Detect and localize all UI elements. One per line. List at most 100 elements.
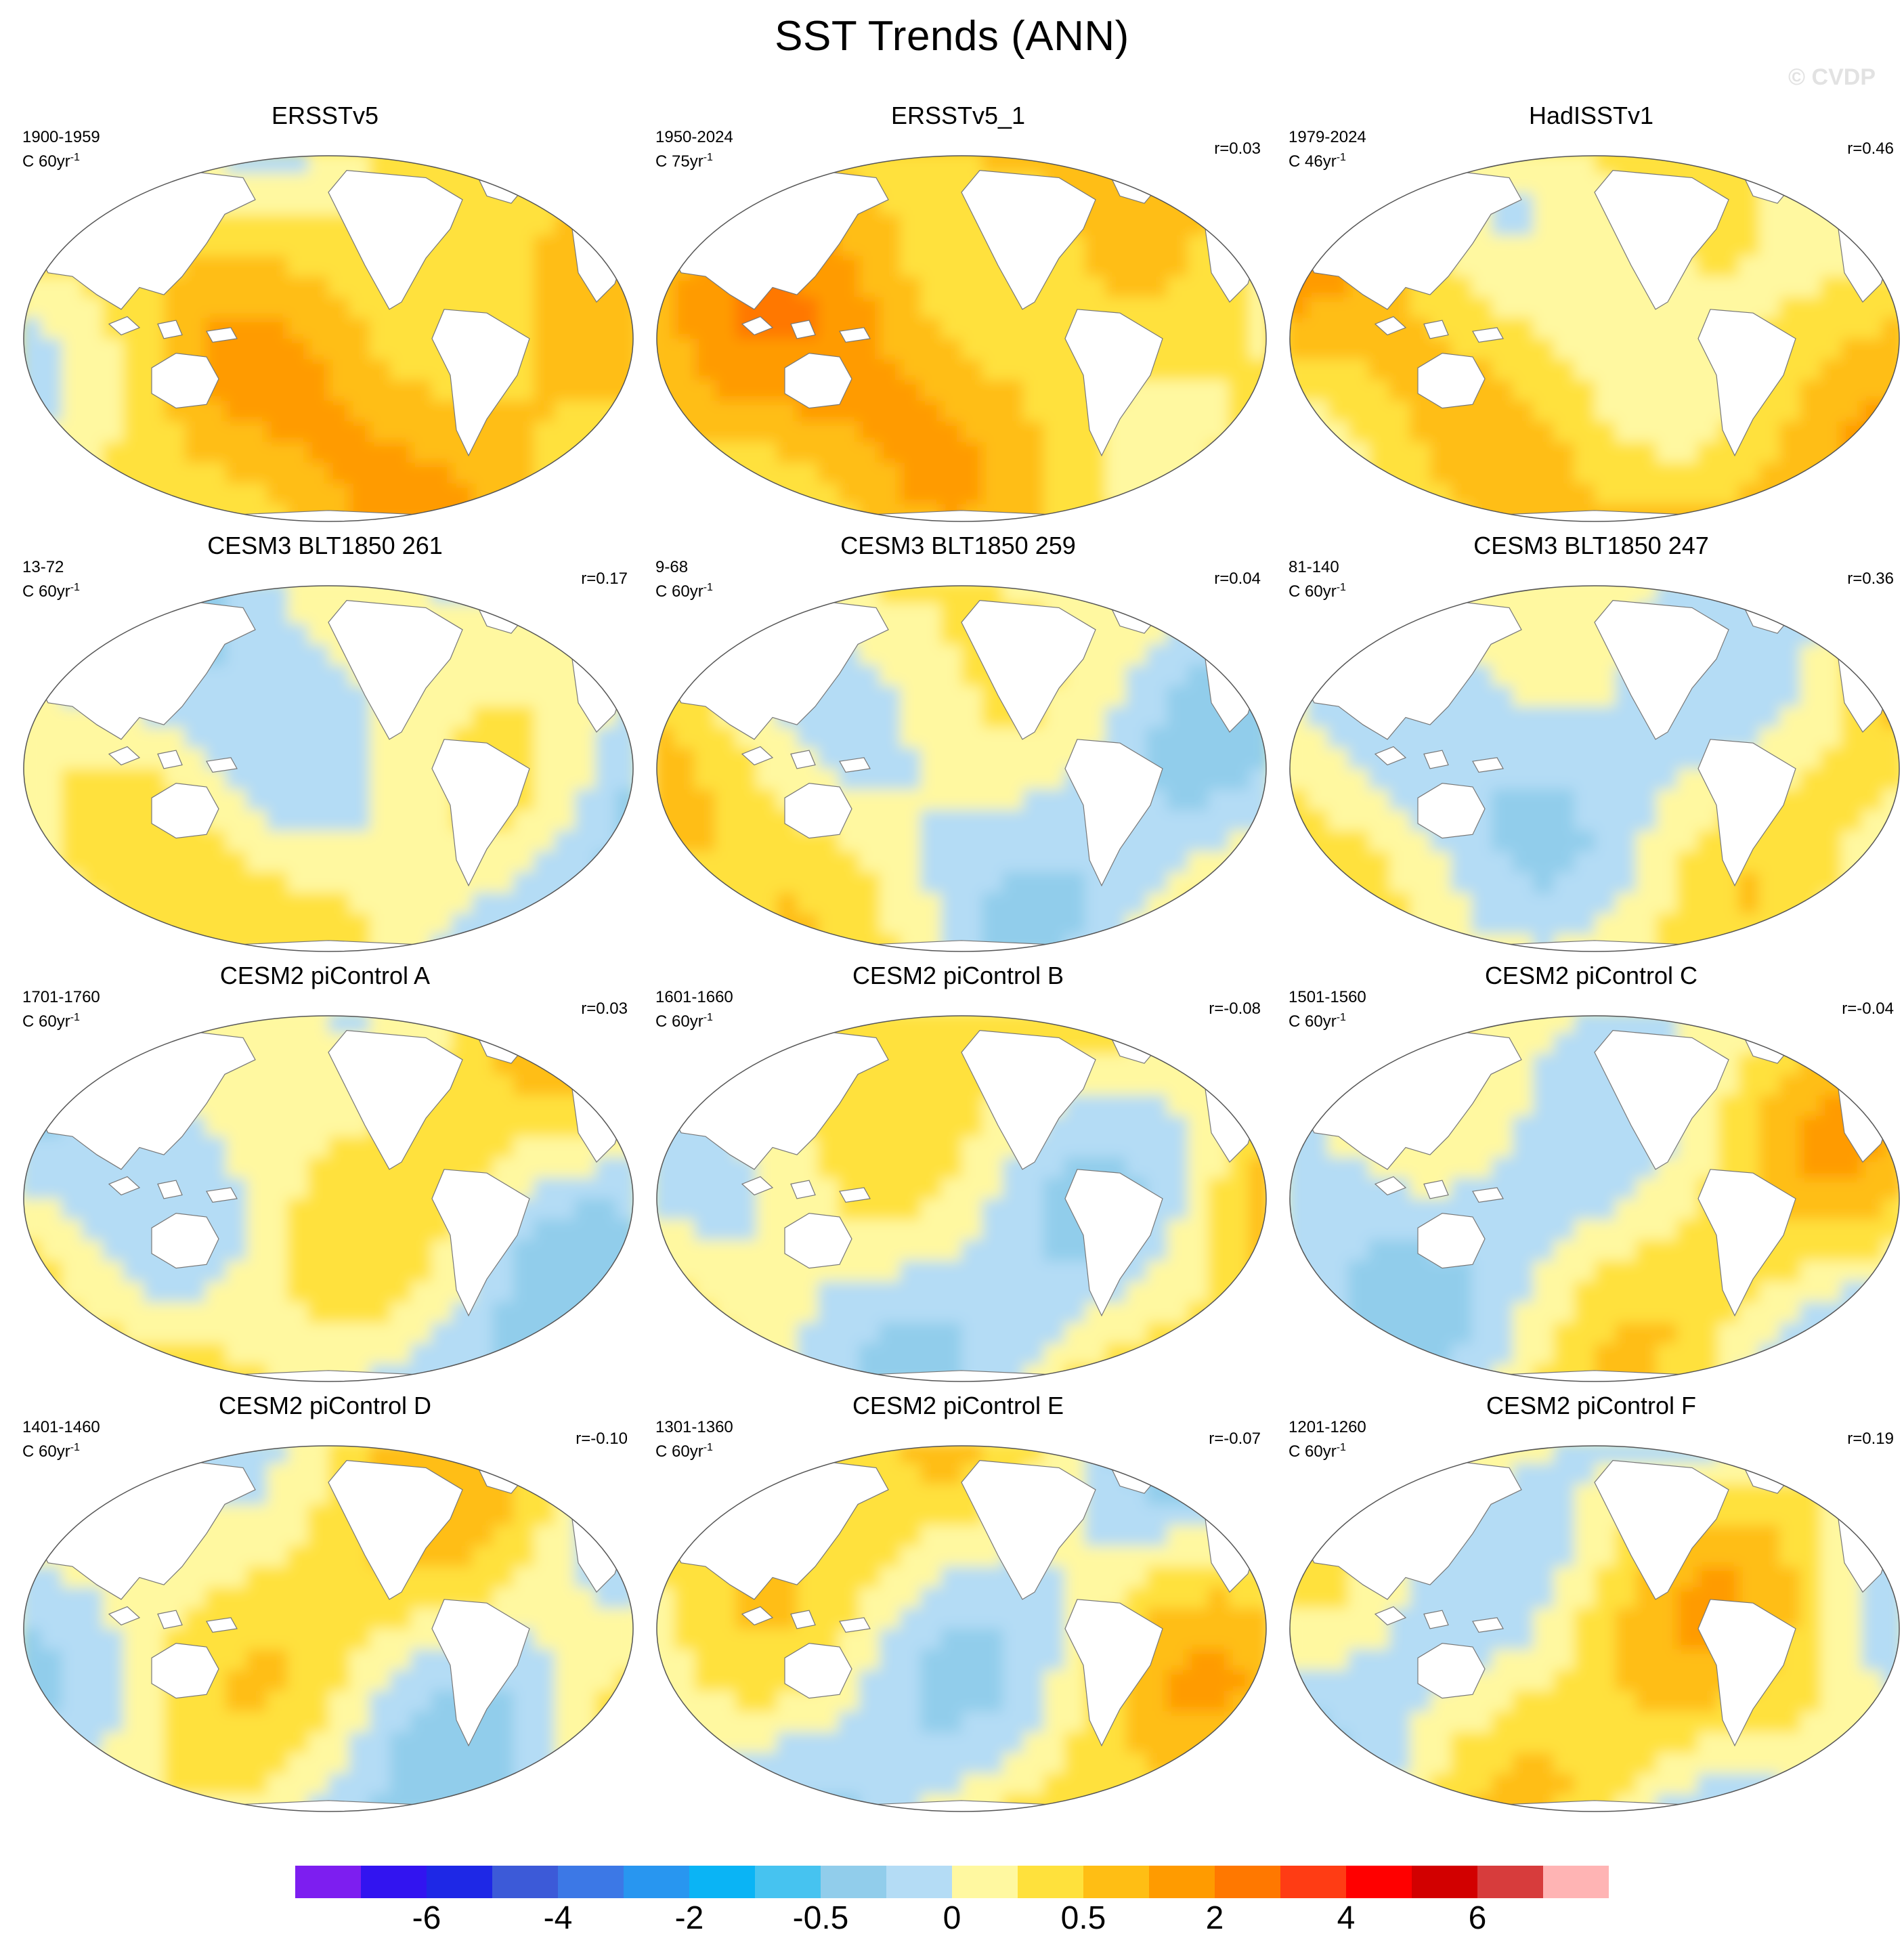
sst-cell: [184, 421, 206, 443]
sst-cell: [1676, 1260, 1698, 1283]
sst-cell: [900, 380, 922, 402]
sst-cell: [287, 276, 309, 298]
sst-cell: [1779, 1343, 1801, 1365]
sst-cell: [1800, 665, 1821, 687]
sst-cell: [328, 1323, 350, 1344]
sst-cell: [1146, 173, 1168, 195]
sst-cell: [390, 1323, 412, 1344]
sst-cell: [1635, 1260, 1657, 1283]
sst-cell: [513, 276, 535, 298]
sst-cell: [1228, 214, 1250, 236]
sst-cell: [1146, 851, 1168, 873]
land-mass: [784, 352, 852, 409]
sst-cell: [1167, 644, 1188, 666]
sst-cell: [777, 339, 798, 360]
sst-cell: [534, 706, 555, 728]
map-panel: CESM2 piControl A 1701-1760 C 60yr-1 r=0.03: [10, 962, 640, 1382]
sst-cell: [982, 706, 1003, 728]
sst-cell: [817, 727, 839, 749]
sst-cell: [102, 173, 124, 195]
sst-cell: [1228, 1281, 1250, 1303]
sst-cell: [1882, 685, 1899, 708]
sst-cell: [431, 1323, 452, 1344]
sst-cell: [715, 913, 737, 935]
sst-cell: [452, 913, 473, 935]
sst-cell: [1327, 1199, 1349, 1220]
land-mass: [784, 1212, 852, 1269]
sst-cell: [328, 1302, 350, 1324]
sst-cell: [1861, 913, 1883, 935]
sst-cell: [1779, 463, 1801, 484]
sst-cell: [1553, 586, 1575, 604]
sst-cell: [715, 748, 737, 769]
sst-cell: [1105, 194, 1127, 215]
sst-cell: [1389, 934, 1410, 951]
sst-cell: [369, 893, 391, 914]
sst-cell: [1043, 1157, 1065, 1179]
sst-cell: [715, 603, 737, 625]
sst-cell: [225, 685, 247, 708]
sst-cell: [1105, 893, 1127, 914]
sst-cell: [1167, 769, 1188, 790]
sst-cell: [1492, 830, 1513, 853]
sst-cell: [1389, 1240, 1410, 1262]
sst-cell: [1595, 463, 1616, 484]
sst-cell: [41, 934, 62, 951]
sst-cell: [1492, 644, 1513, 666]
sst-cell: [246, 586, 267, 604]
sst-cell: [1676, 1281, 1698, 1303]
sst-cell: [287, 1219, 309, 1241]
sst-cell: [1738, 235, 1760, 257]
sst-cell: [554, 194, 576, 215]
sst-cell: [1002, 769, 1024, 790]
sst-cell: [1738, 276, 1760, 298]
sst-cell: [1595, 748, 1616, 769]
sst-cell: [1533, 586, 1555, 604]
sst-cell: [287, 1054, 309, 1075]
land-mass: [741, 316, 774, 336]
sst-cell: [1389, 380, 1410, 402]
sst-cell: [1512, 255, 1534, 278]
sst-cell: [1105, 624, 1127, 645]
sst-cell: [920, 1115, 942, 1138]
sst-cell: [777, 442, 798, 464]
sst-cell: [1841, 1281, 1863, 1303]
sst-cell: [1512, 1343, 1534, 1365]
sst-cell: [1249, 483, 1266, 505]
sst-cell: [1615, 1302, 1637, 1324]
sst-cell: [1002, 872, 1024, 894]
sst-cell: [1820, 1095, 1842, 1117]
sst-cell: [1167, 156, 1188, 174]
sst-cell: [390, 1178, 412, 1199]
sst-cell: [595, 644, 617, 666]
sst-cell: [1146, 1136, 1168, 1158]
sst-cell: [797, 504, 819, 521]
sst-cell: [694, 934, 716, 951]
sst-cell: [982, 1260, 1003, 1283]
sst-cell: [205, 1343, 227, 1365]
sst-cell: [1656, 810, 1678, 832]
sst-cell: [61, 748, 83, 769]
sst-cell: [390, 1260, 412, 1283]
sst-cell: [615, 851, 633, 873]
sst-cell: [61, 1302, 83, 1324]
sst-cell: [1758, 235, 1780, 257]
sst-cell: [1697, 830, 1718, 853]
sst-cell: [1471, 1302, 1493, 1324]
sst-cell: [1167, 1157, 1188, 1179]
sst-cell: [102, 872, 124, 894]
sst-cell: [1307, 644, 1328, 666]
sst-cell: [554, 624, 576, 645]
sst-cell: [1208, 1178, 1230, 1199]
sst-cell: [575, 359, 597, 381]
sst-cell: [1450, 1178, 1472, 1199]
sst-cell: [756, 1343, 777, 1365]
sst-cell: [1492, 1157, 1513, 1179]
sst-cell: [1800, 235, 1821, 257]
land-mass: [108, 746, 141, 766]
sst-cell: [1533, 665, 1555, 687]
sst-cell: [1348, 173, 1370, 195]
sst-cell: [1533, 1240, 1555, 1262]
sst-cell: [1249, 1199, 1266, 1220]
sst-cell: [1512, 156, 1534, 174]
